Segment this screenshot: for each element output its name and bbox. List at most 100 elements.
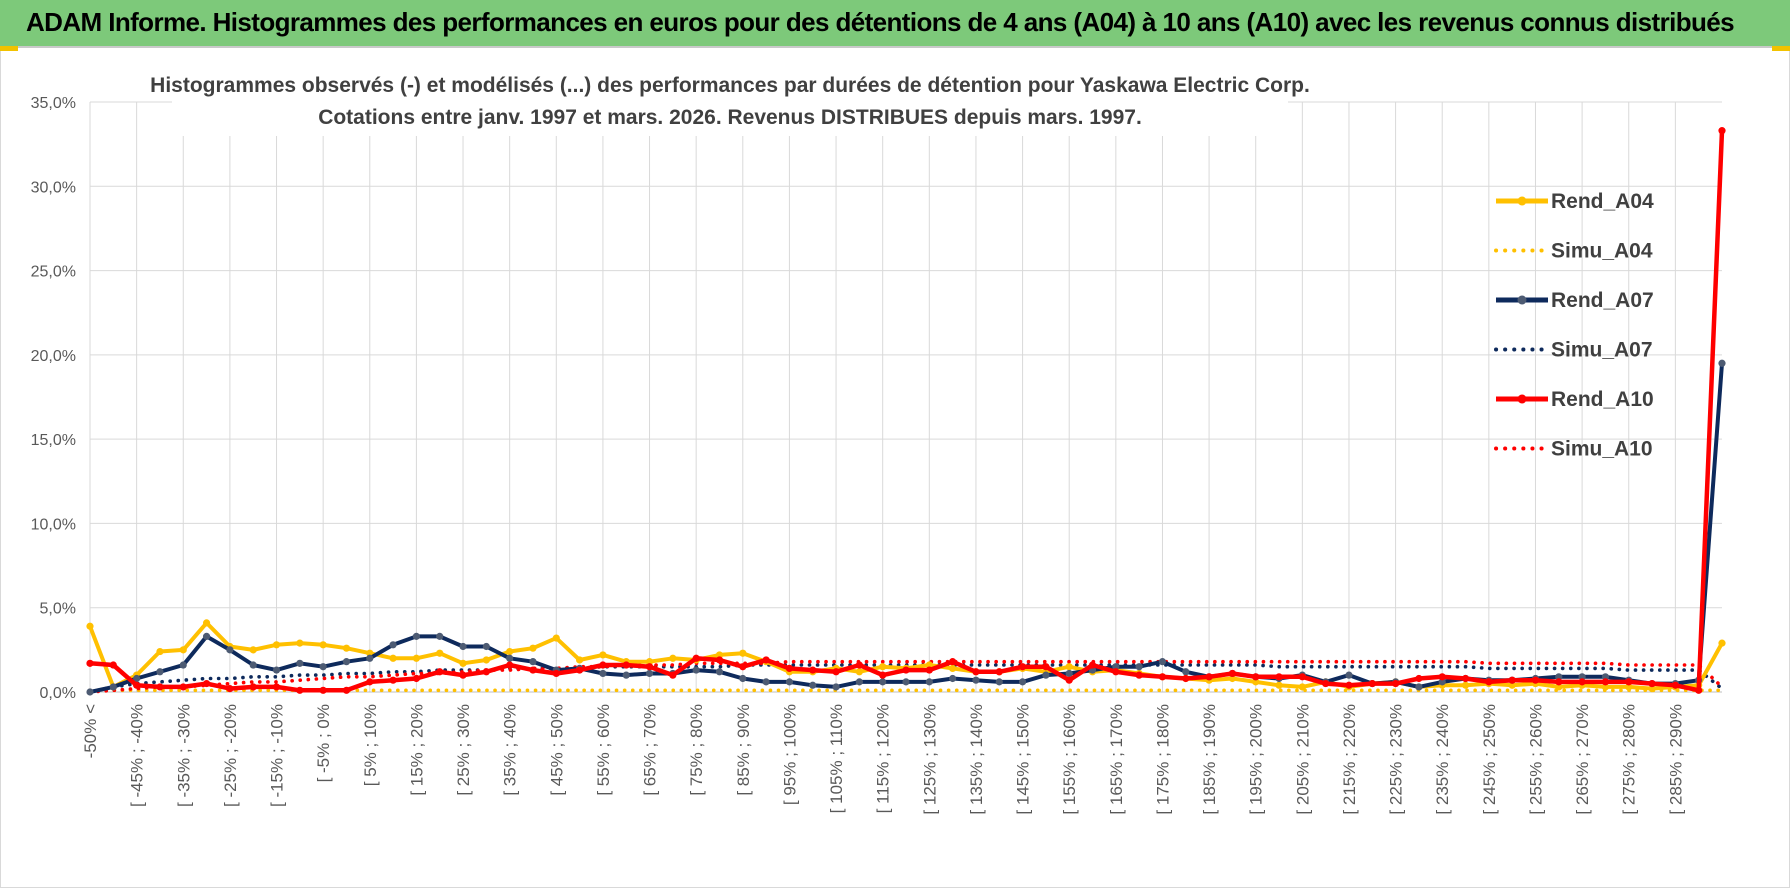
data-point [366,654,374,662]
x-tick-label: [ 145% ; 150% [1014,704,1033,815]
legend-item-Rend_A07: Rend_A07 [1496,289,1654,312]
data-point [1275,673,1283,681]
data-point [1625,683,1633,691]
data-point [1298,683,1306,691]
data-point [1042,663,1050,671]
y-tick-label: 0,0% [40,685,76,702]
data-point [925,678,933,686]
gridlines [89,101,1722,693]
data-point [1135,671,1143,679]
data-point [1112,663,1120,671]
data-point [389,676,397,684]
y-axis: 0,0% 5,0% 10,0% 15,0% 20,0% 25,0% 30,0% 35,0% [31,95,76,702]
data-point [855,661,863,669]
chart-title: Histogrammes observés (-) et modélisés (… [150,66,1310,136]
data-point [179,661,187,669]
data-point [1065,669,1073,678]
data-point [1228,674,1236,683]
x-tick-label: [ 35% ; 40% [501,704,520,796]
data-point [715,651,724,659]
data-point [1135,663,1143,671]
data-point [1601,673,1610,681]
legend-item-Rend_A04: Rend_A04 [1496,190,1654,213]
data-point [1461,674,1470,683]
report-banner: ADAM Informe. Histogrammes des performan… [0,0,1790,48]
data-point [133,674,141,683]
data-point [482,656,490,664]
data-point [832,683,840,691]
y-tick-label: 5,0% [40,601,76,618]
data-point [342,644,351,652]
data-point [1112,668,1120,676]
data-point [412,632,420,640]
x-tick-label: [ 205% ; 210% [1293,704,1312,815]
data-point [319,663,327,671]
data-point [133,681,141,689]
data-point [715,656,724,664]
data-point [622,671,630,679]
data-point [226,685,234,693]
data-point [506,661,514,669]
data-point [1182,674,1190,683]
x-tick-label: [ 135% ; 140% [967,704,986,815]
x-tick-label: [ 235% ; 240% [1433,704,1452,815]
legend-label: Rend_A04 [1551,190,1654,213]
data-point [249,646,257,654]
data-point [319,686,327,694]
data-point [1298,673,1306,681]
data-point [156,668,164,676]
data-point [529,644,537,652]
legend-item-Simu_A10: Simu_A10 [1494,438,1653,461]
data-point [1368,679,1376,688]
x-tick-label: [ 285% ; 290% [1666,704,1685,815]
data-point [692,654,700,662]
data-point [1578,678,1586,686]
data-point [86,659,94,667]
legend-label: Simu_A04 [1551,240,1653,263]
series-line-Rend_A10 [89,130,1725,693]
series-line-Simu_A10 [88,659,1724,694]
data-point [1695,686,1703,694]
x-tick-label: [ 215% ; 220% [1340,704,1359,815]
data-point [552,669,560,678]
x-tick-label: [ 265% ; 270% [1573,704,1592,815]
data-point [389,641,397,649]
data-point [296,686,304,694]
data-point [925,666,933,674]
data-point [855,678,863,686]
legend-item-Simu_A07: Simu_A07 [1494,339,1653,362]
x-tick-label: [ 195% ; 200% [1247,704,1266,815]
y-tick-label: 35,0% [31,95,76,112]
data-point [1555,683,1563,691]
x-tick-label: [ -45% ; -40% [128,704,147,807]
data-point [366,678,374,686]
data-point [459,659,467,667]
x-tick-label: [ 275% ; 280% [1620,704,1639,815]
x-tick-label: [ 55% ; 60% [594,704,613,796]
data-point [1578,673,1586,681]
data-point [739,674,747,683]
x-axis: -50% < [ -45% ; -40% [ -35% ; -30% [ -25% ;… [81,691,1722,815]
data-point [202,679,211,688]
data-point [342,686,351,694]
data-point [1252,678,1260,686]
data-point [715,668,724,676]
data-point [226,646,234,654]
data-point [832,668,840,676]
x-tick-label: [ -5% ; 0% [314,704,333,782]
series-line-Rend_A07 [89,363,1724,694]
y-tick-label: 30,0% [31,179,76,196]
data-point [296,639,304,647]
data-point [1508,676,1516,684]
data-point [179,646,187,654]
data-point [459,671,467,679]
y-tick-label: 25,0% [31,264,76,281]
data-point [879,663,887,671]
data-point [972,668,980,676]
data-point [1065,663,1073,671]
legend-marker [1517,394,1527,404]
data-point [599,669,607,678]
data-point [1065,676,1073,684]
data-point [436,649,444,657]
